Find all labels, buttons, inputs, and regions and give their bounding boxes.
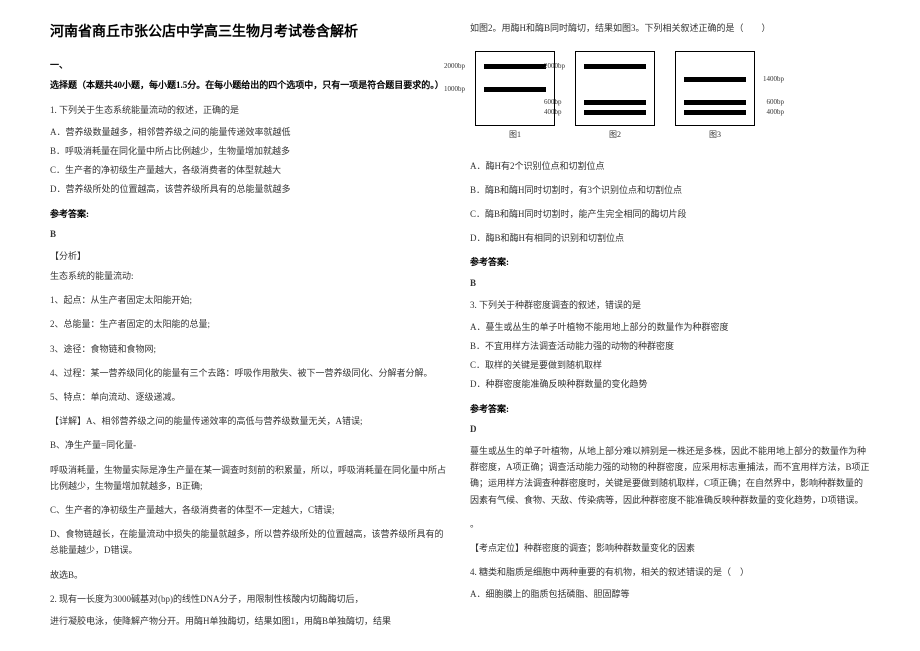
q4-option-a: A．细胞膜上的脂质包括磷脂、胆固醇等 (470, 586, 870, 602)
q1-option-c: C．生产者的净初级生产量越大，各级消费者的体型就越大 (50, 162, 450, 178)
q1-conclusion: 故选B。 (50, 567, 450, 583)
gel-1: 2000bp 1000bp 图1 (475, 51, 555, 142)
gel2-label3: 400bp (544, 106, 562, 119)
gel2-band3 (584, 110, 646, 115)
q3-option-b: B．不宜用样方法调查活动能力强的动物的种群密度 (470, 338, 870, 354)
section-header: 一、 (50, 57, 450, 73)
q3-point-text: 【考点定位】种群密度的调查；影响种群数量变化的因素 (470, 540, 870, 556)
gel3-label1: 1400bp (763, 73, 784, 86)
q1-analysis-label: 【分析】 (50, 248, 450, 264)
gel-diagram: 2000bp 1000bp 图1 2000bp 600bp 400bp 图2 1… (470, 46, 870, 147)
q3-option-c: C．取样的关键是要做到随机取样 (470, 357, 870, 373)
q1-p3: 3、途径：食物链和食物网; (50, 341, 450, 357)
q1-p2: 2、总能量：生产者固定的太阳能的总量; (50, 316, 450, 332)
gel1-band2 (484, 87, 546, 92)
q2-option-d: D．酶B和酶H有相同的识别和切割位点 (470, 230, 870, 246)
gel-2: 2000bp 600bp 400bp 图2 (575, 51, 655, 142)
gel-3: 1400bp 600bp 400bp 图3 (675, 51, 755, 142)
gel3-band1 (684, 77, 746, 82)
q3-option-a: A．蔓生或丛生的单子叶植物不能用地上部分的数量作为种群密度 (470, 319, 870, 335)
gel1-caption: 图1 (509, 128, 521, 142)
q1-option-d: D．营养级所处的位置越高，该营养级所具有的总能量就越多 (50, 181, 450, 197)
q1-answer: B (50, 226, 450, 242)
q1-stem: 1. 下列关于生态系统能量流动的叙述，正确的是 (50, 102, 450, 118)
q1-detail-d: D、食物链越长，在能量流动中损失的能量就越多，所以营养级所处的位置越高，该营养级… (50, 526, 450, 558)
q1-detail-b2: 呼吸消耗量，生物量实际是净生产量在某一调查时刻前的积累量，所以，呼吸消耗量在同化… (50, 462, 450, 494)
q3-answer: D (470, 421, 870, 437)
q2-option-c: C．酶B和酶H同时切割时，能产生完全相同的酶切片段 (470, 206, 870, 222)
gel2-band1 (584, 64, 646, 69)
page-title: 河南省商丘市张公店中学高三生物月考试卷含解析 (50, 20, 450, 45)
gel3-band3 (684, 110, 746, 115)
q1-p1: 1、起点：从生产者固定太阳能开始; (50, 292, 450, 308)
gel3-band2 (684, 100, 746, 105)
q2-stem: 2. 现有一长度为3000碱基对(bp)的线性DNA分子，用限制性核酸内切酶酶切… (50, 591, 450, 607)
q3-explain: 蔓生或丛生的单子叶植物，从地上部分难以辨别是一株还是多株，因此不能用地上部分的数… (470, 443, 870, 508)
q1-option-a: A．营养级数量越多，相邻营养级之间的能量传递效率就越低 (50, 124, 450, 140)
q2-stem2: 进行凝胶电泳，使降解产物分开。用酶H单独酶切，结果如图1，用酶B单独酶切，结果 (50, 613, 450, 629)
q1-detail-a: 【详解】A、相邻营养级之间的能量传递效率的高低与营养级数量无关，A错误; (50, 413, 450, 429)
gel3-label3: 400bp (767, 106, 785, 119)
q1-p5: 5、特点：单向流动、逐级递减。 (50, 389, 450, 405)
q2-option-a: A．酶H有2个识别位点和切割位点 (470, 158, 870, 174)
q1-detail-b: B、净生产量=同化量- (50, 437, 450, 453)
q1-answer-label: 参考答案: (50, 206, 450, 222)
gel1-label1: 2000bp (444, 60, 465, 73)
q3-stem: 3. 下列关于种群密度调查的叙述，错误的是 (470, 297, 870, 313)
gel3-caption: 图3 (709, 128, 721, 142)
q2-answer: B (470, 275, 870, 291)
gel2-band2 (584, 100, 646, 105)
gel2-label1: 2000bp (544, 60, 565, 73)
q3-answer-label: 参考答案: (470, 401, 870, 417)
q1-detail-c: C、生产者的净初级生产量越大，各级消费者的体型不一定越大，C错误; (50, 502, 450, 518)
gel2-caption: 图2 (609, 128, 621, 142)
gel1-label2: 1000bp (444, 83, 465, 96)
q4-stem: 4. 糖类和脂质是细胞中两种重要的有机物，相关的叙述错误的是（ ） (470, 564, 870, 580)
q2-answer-label: 参考答案: (470, 254, 870, 270)
q3-point: 。 (470, 516, 870, 532)
q2-cont: 如图2。用酶H和酶B同时酶切，结果如图3。下列相关叙述正确的是（ ） (470, 20, 870, 36)
q1-analysis-title: 生态系统的能量流动: (50, 268, 450, 284)
gel1-band1 (484, 64, 546, 69)
q1-p4: 4、过程：某一营养级同化的能量有三个去路：呼吸作用散失、被下一营养级同化、分解者… (50, 365, 450, 381)
q1-option-b: B．呼吸消耗量在同化量中所占比例越少，生物量增加就越多 (50, 143, 450, 159)
q3-option-d: D．种群密度能准确反映种群数量的变化趋势 (470, 376, 870, 392)
q2-option-b: B．酶B和酶H同时切割时，有3个识别位点和切割位点 (470, 182, 870, 198)
section-desc: 选择题（本题共40小题，每小题1.5分。在每小题给出的四个选项中，只有一项是符合… (50, 77, 450, 93)
